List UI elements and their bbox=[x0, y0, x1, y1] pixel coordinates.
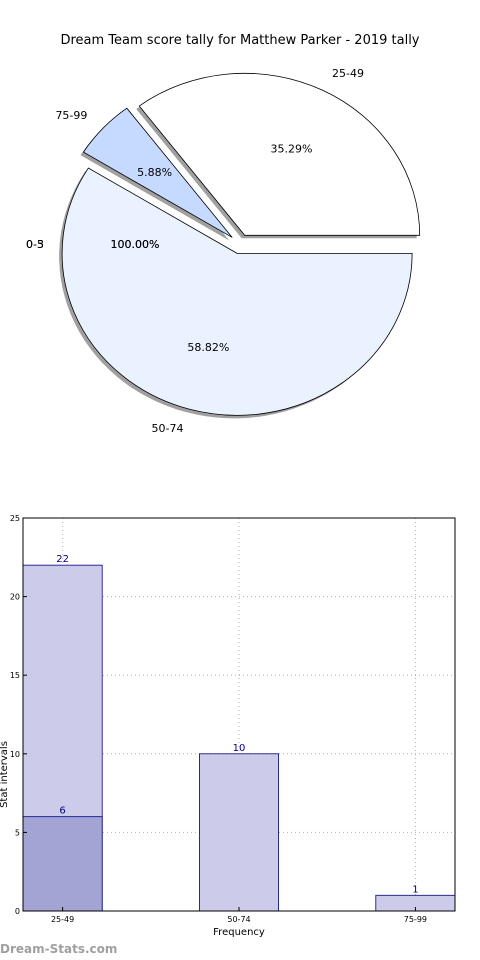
pie-slice-75-99 bbox=[82, 107, 233, 238]
bar-x-tick-label: 25-49 bbox=[51, 915, 74, 924]
bar-y-tick-label: 0 bbox=[15, 907, 20, 916]
bar-y-tick-label: 20 bbox=[10, 593, 20, 602]
bar-y-tick-label: 25 bbox=[10, 514, 20, 523]
pie-category-label-0-5: 0-5 bbox=[26, 238, 44, 251]
bar-y-tick-label: 10 bbox=[10, 750, 20, 759]
bar-data-label: 6 bbox=[59, 806, 65, 817]
pie-category-label-25-49: 25-49 bbox=[332, 67, 364, 80]
bar-25-49-series-1 bbox=[22, 816, 103, 912]
pie-pct-label-0-5: 100.00% bbox=[111, 238, 160, 251]
bar-50-74-series-0 bbox=[198, 753, 279, 912]
pie-chart: 35.29% 25-49 5.88% 75-99 58.82% 50-74 100.00% 0… bbox=[26, 67, 421, 435]
pie-chart-title: Dream Team score tally for Matthew Parke… bbox=[60, 33, 419, 48]
pie-category-label-75-99: 75-99 bbox=[55, 109, 87, 122]
pie-pct-label-25-49: 35.29% bbox=[271, 142, 313, 155]
watermark-text: Dream-Stats.com bbox=[0, 942, 118, 956]
pie-category-label-0-3: 0-3 bbox=[26, 238, 44, 251]
bar-y-axis-label: Stat intervals bbox=[0, 741, 10, 808]
bar-data-label: 1 bbox=[412, 884, 418, 895]
pie-pct-label-75-99: 5.88% bbox=[137, 166, 172, 179]
pie-slice-50-74 bbox=[61, 167, 413, 416]
pie-category-label-50-74: 50-74 bbox=[152, 422, 184, 435]
pie-pct-label-50-74: 58.82% bbox=[187, 341, 229, 354]
bar-x-tick-label: 75-99 bbox=[404, 915, 427, 924]
bar-data-label: 10 bbox=[233, 743, 246, 754]
bar-x-axis-label: Frequency bbox=[213, 927, 265, 938]
pie-slice-25-49 bbox=[138, 72, 421, 236]
pie-pct-label-0-3: 100.00% bbox=[111, 238, 160, 251]
bar-x-tick-label: 50-74 bbox=[227, 915, 250, 924]
bar-y-tick-label: 5 bbox=[15, 828, 20, 837]
bar-y-tick-label: 15 bbox=[10, 671, 20, 680]
bar-data-label: 22 bbox=[56, 554, 69, 565]
